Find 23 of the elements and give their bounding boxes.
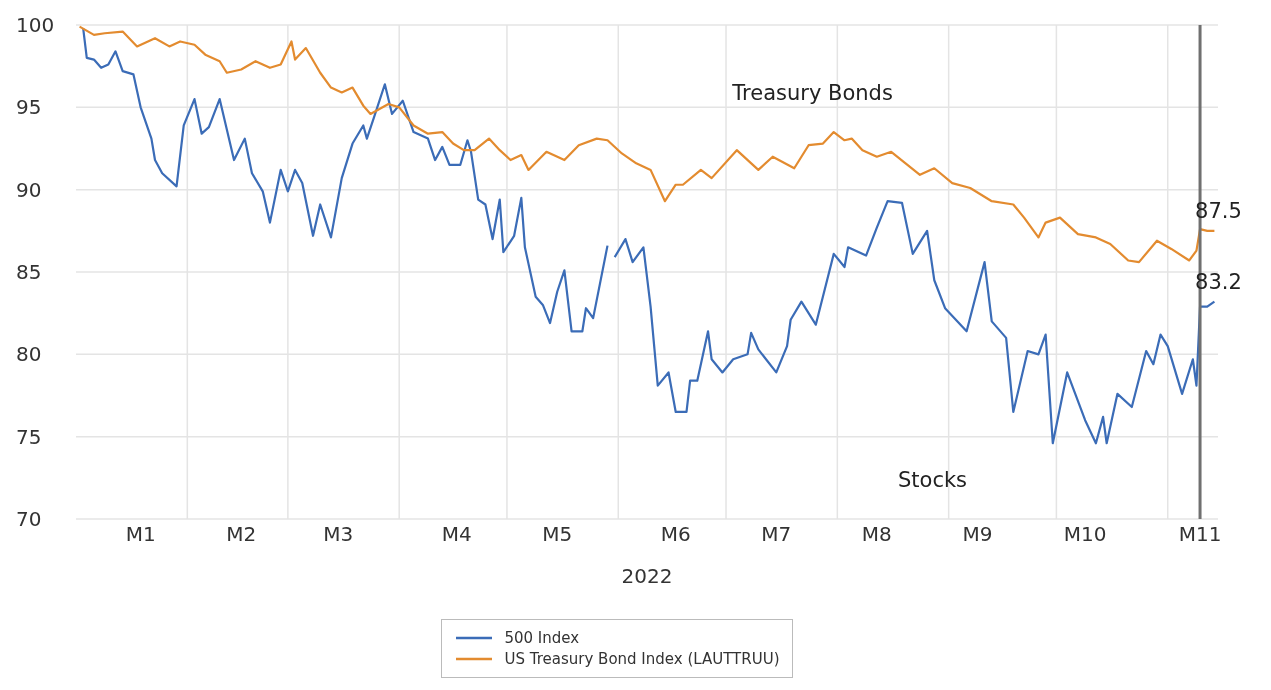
y-tick-label: 100 (16, 13, 55, 38)
x-tick-label: M6 (660, 522, 691, 547)
y-tick-label: 80 (16, 342, 42, 367)
y-tick-label: 90 (16, 177, 42, 202)
x-tick-label: M4 (441, 522, 472, 547)
x-tick-label: M5 (542, 522, 573, 547)
x-tick-label: M8 (861, 522, 892, 547)
x-tick-label: M1 (125, 522, 156, 547)
x-tick-label: M10 (1063, 522, 1107, 547)
x-tick-label: M9 (962, 522, 993, 547)
y-tick-label: 75 (16, 424, 42, 449)
y-tick-label: 95 (16, 95, 42, 120)
x-tick-label: M2 (226, 522, 257, 547)
y-tick-label: 85 (16, 260, 42, 285)
annotation: Treasury Bonds (731, 81, 893, 106)
annotation: Stocks (897, 468, 968, 493)
legend-label: 500 Index (504, 629, 580, 647)
x-tick-label: M11 (1178, 522, 1222, 547)
x-tick-label: M7 (761, 522, 792, 547)
legend-label: US Treasury Bond Index (LAUTTRUU) (504, 650, 780, 668)
x-tick-label: M3 (323, 522, 354, 547)
y-tick-label: 70 (16, 507, 42, 532)
x-axis-title: 2022 (621, 564, 673, 589)
